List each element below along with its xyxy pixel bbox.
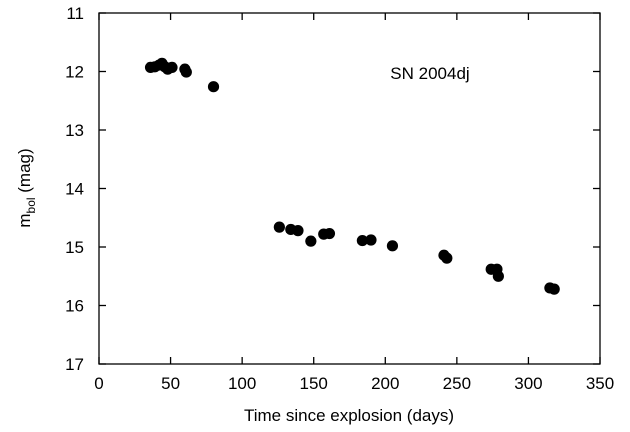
y-tick-label: 11: [66, 4, 84, 23]
y-tick-label: 15: [65, 238, 84, 257]
x-tick-label: 0: [94, 374, 103, 393]
x-tick-label: 150: [300, 374, 328, 393]
y-tick-label: 16: [65, 297, 84, 316]
x-tick-labels: 0 50 100 150 200 250 300 350: [94, 374, 614, 393]
y-axis-title: mbol (mag): [15, 148, 38, 227]
data-point: [492, 270, 504, 282]
x-tick-label: 350: [586, 374, 614, 393]
y-tick-label: 13: [65, 121, 84, 140]
data-point: [323, 227, 336, 240]
data-point: [365, 234, 377, 246]
data-point: [441, 252, 453, 264]
y-tick-labels: 11 12 13 14 15 16 17: [65, 4, 84, 374]
data-points: [144, 57, 560, 295]
data-point: [180, 66, 192, 78]
y-tick-label: 14: [65, 180, 84, 199]
data-point: [292, 225, 304, 237]
y-tick-label: 17: [65, 355, 84, 374]
data-point: [166, 61, 178, 74]
x-axis-title: Time since explosion (days): [244, 406, 454, 425]
axis-ticks: [98, 12, 601, 365]
data-point: [207, 81, 220, 93]
data-point: [356, 234, 368, 247]
x-tick-label: 50: [161, 374, 180, 393]
data-point: [305, 235, 317, 247]
object-label: SN 2004dj: [390, 64, 469, 83]
y-tick-label: 12: [65, 63, 84, 82]
data-point: [273, 221, 285, 233]
x-tick-label: 250: [443, 374, 471, 393]
y-axis-title-main: m: [15, 213, 34, 227]
x-tick-label: 100: [228, 374, 256, 393]
y-axis-title-unit: (mag): [15, 148, 34, 197]
data-point: [548, 283, 560, 295]
data-point: [386, 240, 399, 252]
x-tick-label: 300: [514, 374, 542, 393]
y-axis-title-subscript: bol: [24, 197, 38, 213]
x-tick-label: 200: [371, 374, 399, 393]
